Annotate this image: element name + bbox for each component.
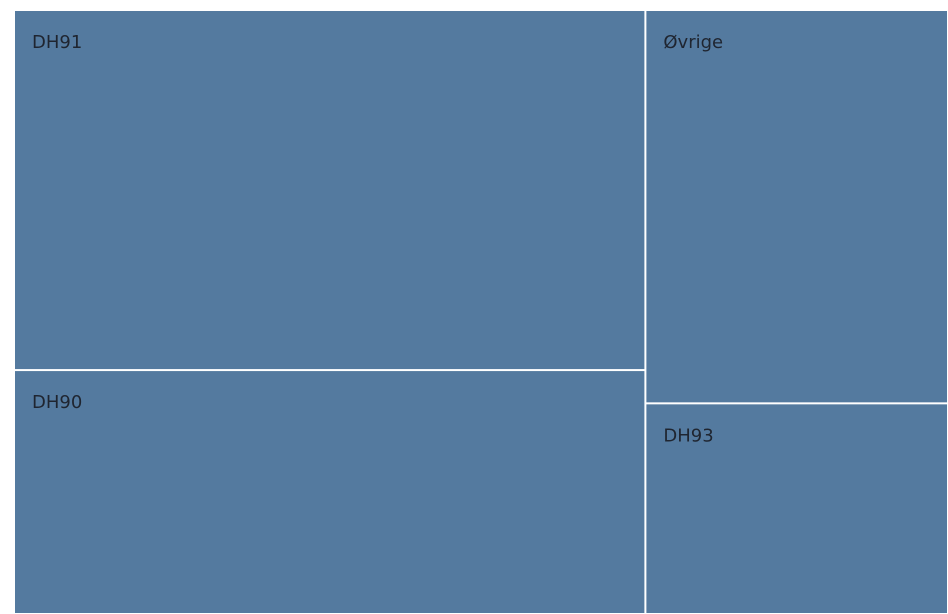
cell-label: Øvrige: [663, 32, 723, 53]
cell-label: DH91: [32, 32, 82, 53]
treemap-cell: [15, 11, 645, 370]
treemap-cell: [15, 371, 645, 613]
treemap-cell: [646, 404, 947, 613]
cell-label: DH90: [32, 392, 82, 413]
cell-label: DH93: [663, 425, 713, 446]
treemap-cell: [646, 11, 947, 403]
